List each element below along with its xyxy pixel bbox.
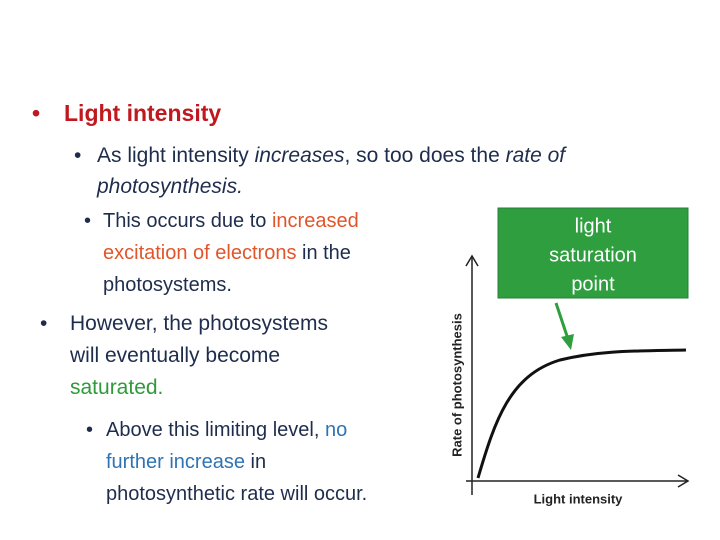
text: saturated. (70, 376, 164, 399)
text-line: excitation of electrons in the (103, 242, 351, 265)
text: increased (271, 210, 359, 232)
text-line: saturated. (70, 376, 163, 400)
callout-box (497, 207, 689, 299)
text-line: photosynthetic rate will occur. (106, 483, 367, 506)
callout-text: point (571, 273, 615, 295)
x-axis-label: Light intensity (534, 491, 624, 506)
text: As light intensity (97, 144, 255, 167)
text: Above this limiting level, (106, 419, 325, 441)
text: excitation of electrons (103, 242, 297, 264)
bullet: • (32, 100, 41, 126)
text-line: However, the photosystems (70, 312, 328, 336)
bullet: • (84, 210, 92, 232)
bullet: • (86, 419, 94, 441)
text-line: photosystems. (103, 274, 232, 297)
text-line: photosynthesis. (97, 175, 243, 199)
text: will eventually become (70, 344, 281, 367)
text: , so too does the (344, 144, 506, 167)
text-line: Above this limiting level, no (106, 419, 347, 442)
text-line: will eventually become (70, 344, 280, 368)
text: rate of (505, 144, 566, 167)
callout-arrowhead (561, 334, 574, 350)
bullet: • (40, 312, 48, 335)
text-line: This occurs due to increased (103, 210, 359, 233)
text: photosynthetic rate will occur. (106, 483, 368, 505)
text: This occurs due to (103, 210, 272, 232)
callout-arrow (554, 302, 571, 343)
text-line: further increase in (106, 451, 266, 474)
text: further increase (106, 451, 245, 473)
text: in (244, 451, 267, 473)
text-line: Light intensity (64, 100, 221, 127)
text: increases (254, 144, 345, 167)
text: in the (296, 242, 351, 264)
text: photosystems. (103, 274, 232, 296)
axis-arrow (677, 474, 690, 488)
curve (476, 348, 687, 479)
text: However, the photosystems (70, 312, 328, 335)
text: Light intensity (64, 100, 222, 126)
bullet: • (74, 144, 82, 167)
text: no (324, 419, 348, 441)
callout-text: light (575, 215, 612, 237)
text: photosynthesis. (97, 175, 243, 198)
callout-text: saturation (549, 244, 637, 266)
y-axis-label: Rate of photosynthesis (449, 313, 464, 457)
text-line: As light intensity increases, so too doe… (97, 144, 565, 168)
axis-arrow (465, 254, 479, 267)
